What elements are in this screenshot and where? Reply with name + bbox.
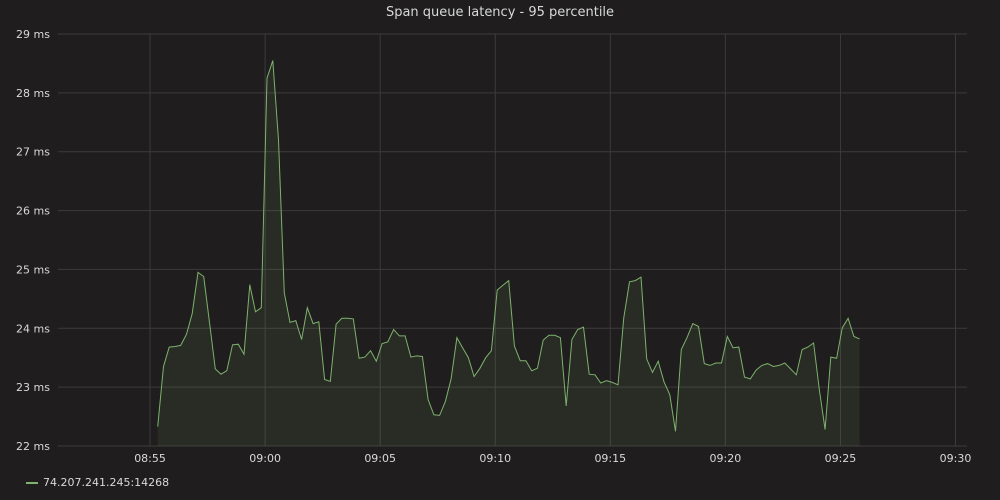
- x-tick-label: 09:00: [249, 452, 281, 465]
- x-tick-label: 08:55: [134, 452, 166, 465]
- y-tick-label: 29 ms: [16, 28, 50, 41]
- y-tick-label: 26 ms: [16, 205, 50, 218]
- y-tick-label: 27 ms: [16, 146, 50, 159]
- x-tick-label: 09:30: [940, 452, 972, 465]
- legend-swatch: [26, 481, 38, 484]
- x-tick-label: 09:10: [479, 452, 511, 465]
- series-line: [157, 60, 860, 432]
- x-tick-label: 09:25: [825, 452, 857, 465]
- x-tick-label: 09:05: [364, 452, 396, 465]
- y-tick-label: 28 ms: [16, 87, 50, 100]
- x-tick-label: 09:15: [594, 452, 626, 465]
- y-tick-label: 22 ms: [16, 440, 50, 453]
- y-tick-label: 23 ms: [16, 381, 50, 394]
- y-tick-label: 24 ms: [16, 322, 50, 335]
- x-tick-label: 09:20: [710, 452, 742, 465]
- chart-title: Span queue latency - 95 percentile: [385, 5, 615, 20]
- series-area: [157, 60, 860, 446]
- y-tick-label: 25 ms: [16, 263, 50, 276]
- legend-series-label[interactable]: 74.207.241.245:14268: [43, 476, 170, 489]
- legend: 74.207.241.245:14268: [26, 476, 169, 489]
